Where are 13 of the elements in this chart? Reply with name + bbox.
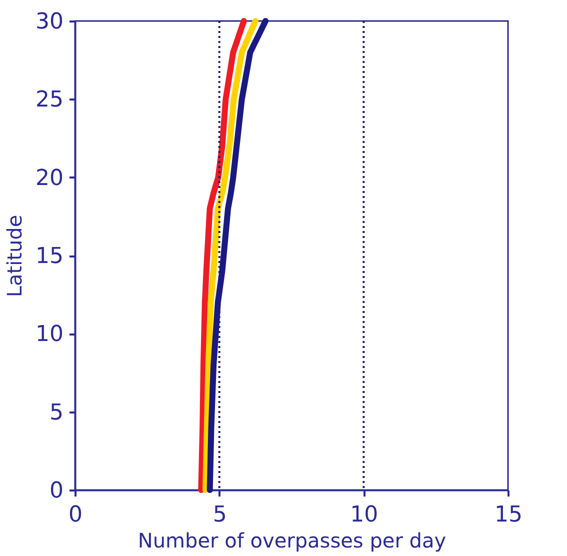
- y-tick-label: 15: [36, 244, 64, 269]
- y-axis-title: Latitude: [2, 214, 27, 298]
- x-tick-label: 15: [494, 502, 522, 528]
- y-tick-label: 10: [36, 322, 64, 348]
- x-tick-label: 10: [350, 502, 378, 528]
- x-tick-label: 0: [68, 502, 82, 528]
- y-tick-label: 20: [36, 166, 64, 191]
- y-tick-label: 25: [36, 88, 64, 113]
- y-tick-label: 30: [36, 10, 64, 34]
- y-tick-label: 0: [50, 478, 64, 504]
- x-axis-title: Number of overpasses per day: [138, 528, 446, 552]
- y-tick-label: 5: [50, 400, 64, 426]
- x-tick-label: 5: [212, 502, 227, 528]
